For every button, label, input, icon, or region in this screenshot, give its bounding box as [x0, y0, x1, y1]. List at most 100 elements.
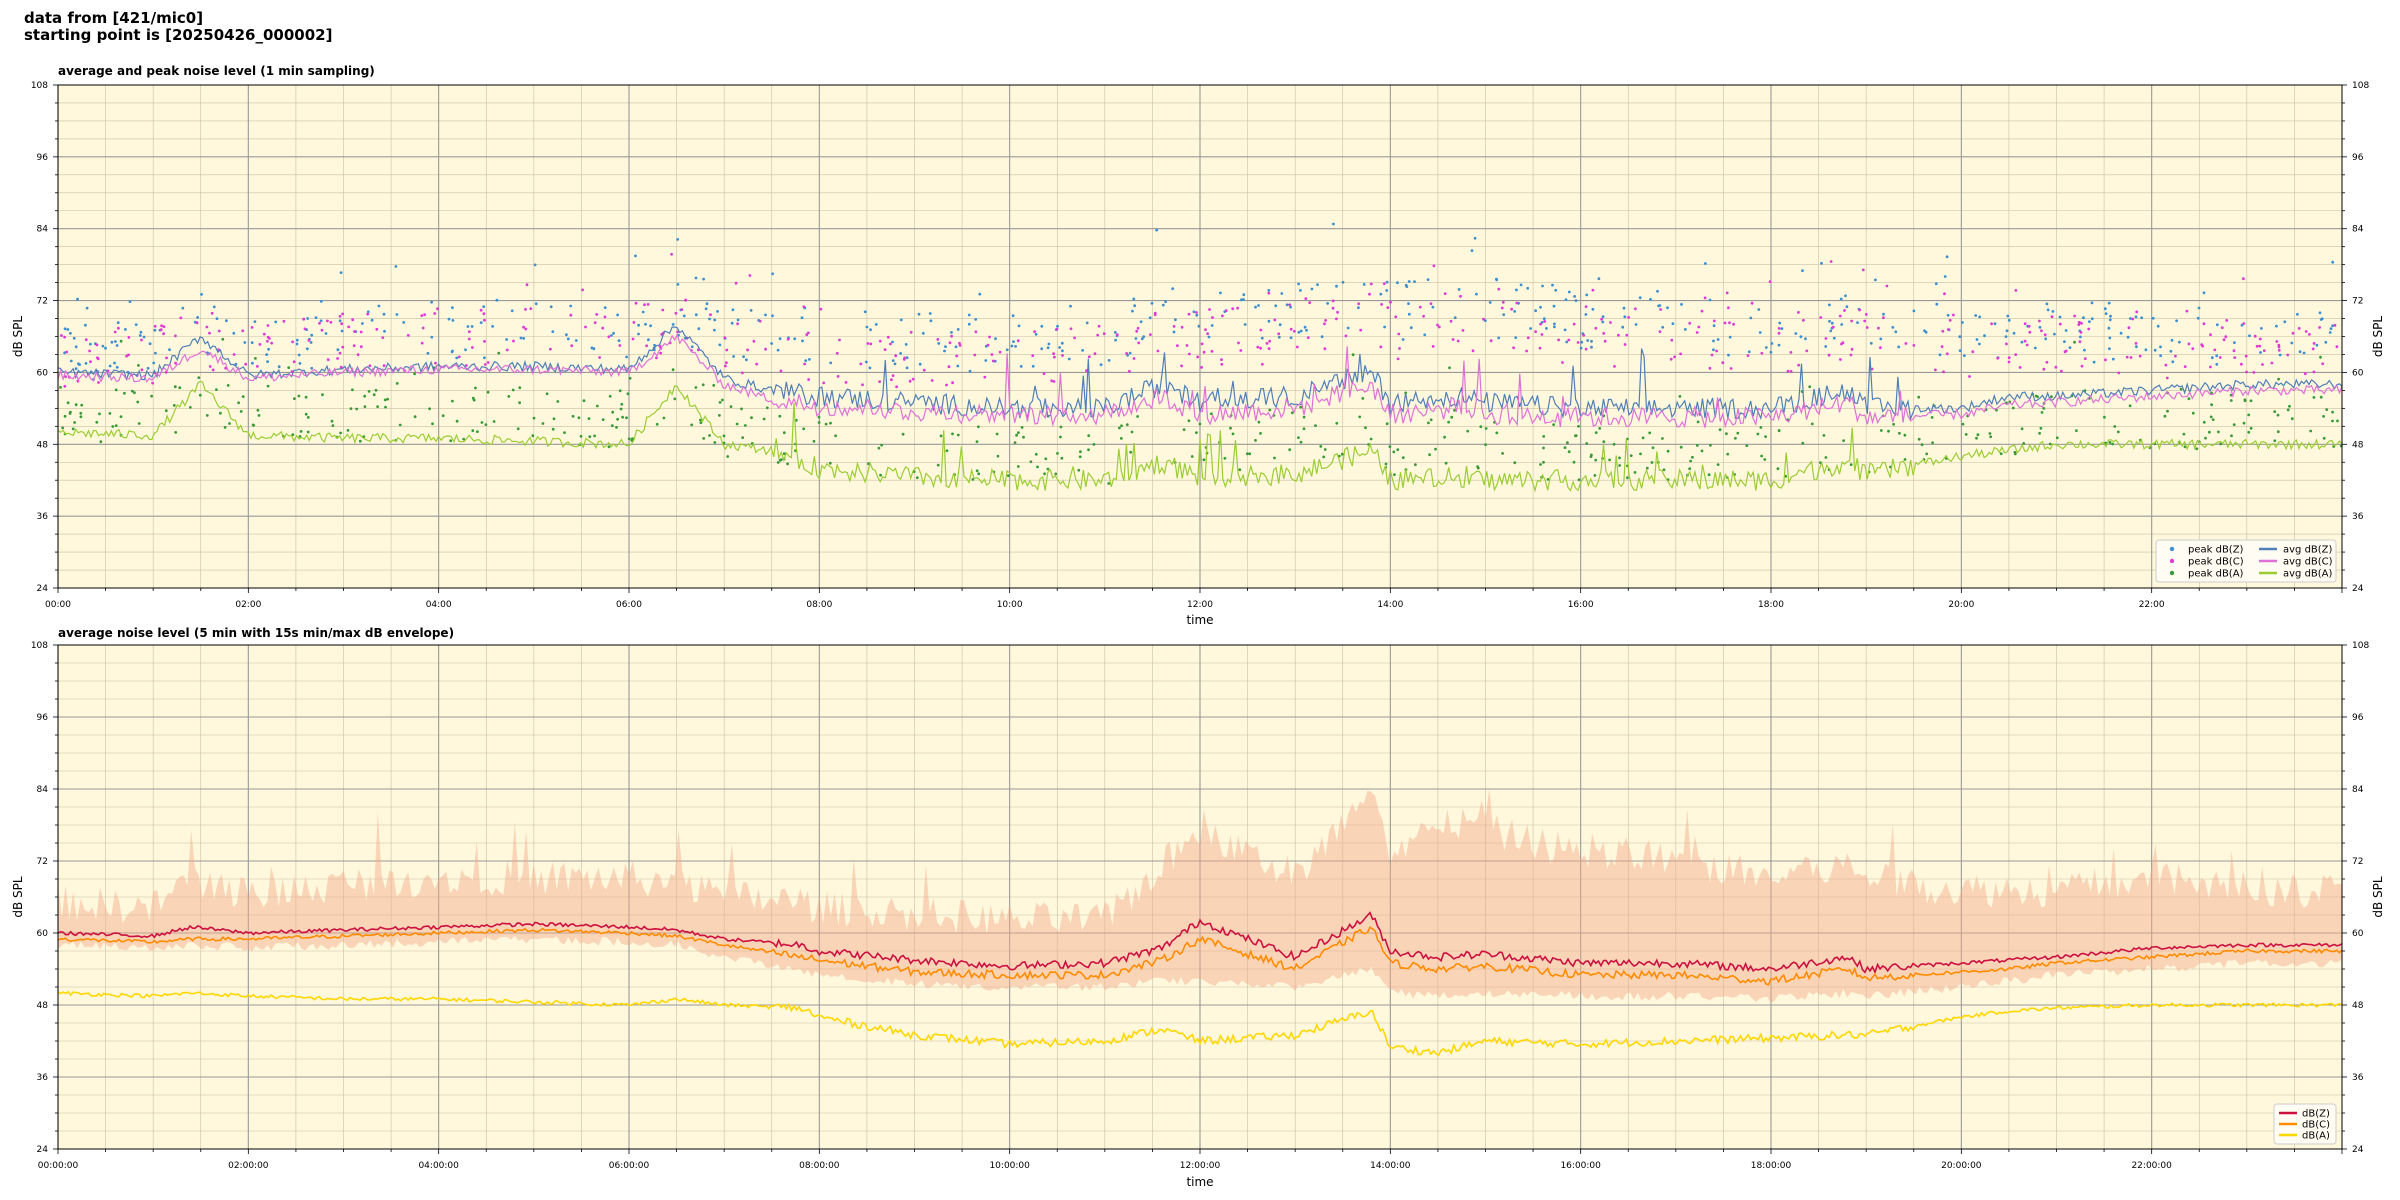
peak-point	[929, 319, 933, 323]
peak-point	[1580, 340, 1584, 344]
peak-point	[812, 439, 816, 443]
peak-point	[1079, 450, 1082, 454]
peak-point	[1132, 297, 1136, 301]
peak-point	[718, 401, 722, 404]
peak-point	[1978, 315, 1982, 319]
y-tick-label-left: 60	[37, 368, 49, 378]
peak-point	[1897, 345, 1901, 349]
peak-point	[457, 355, 461, 359]
peak-point	[786, 462, 789, 466]
peak-point	[1995, 408, 1998, 412]
peak-point	[2006, 314, 2010, 318]
series-line-avg-db-c-	[57, 333, 2343, 429]
peak-point	[1786, 369, 1790, 373]
peak-point	[116, 321, 120, 324]
peak-point	[1190, 455, 1194, 458]
peak-point	[320, 328, 324, 332]
peak-point	[2291, 331, 2295, 335]
peak-point	[1149, 333, 1152, 336]
peak-point	[2174, 354, 2177, 358]
peak-point	[1574, 299, 1578, 302]
peak-point	[298, 362, 302, 365]
peak-point	[406, 334, 410, 337]
peak-point	[2229, 399, 2233, 402]
peak-point	[114, 388, 118, 392]
peak-point	[911, 377, 915, 381]
peak-point	[1777, 429, 1781, 432]
peak-point	[510, 309, 514, 313]
peak-point	[2255, 344, 2259, 348]
peak-point	[1180, 364, 1183, 368]
peak-point	[2260, 327, 2263, 330]
peak-point	[2187, 342, 2191, 346]
y-tick-label-left: 72	[37, 297, 48, 307]
peak-point	[195, 321, 199, 325]
peak-point	[1457, 288, 1461, 291]
peak-point	[2079, 331, 2083, 334]
peak-point	[426, 351, 430, 355]
peak-point	[1299, 329, 1303, 333]
peak-point	[305, 347, 309, 351]
peak-point	[886, 335, 890, 339]
peak-point	[483, 340, 486, 343]
peak-point	[1552, 304, 1556, 308]
peak-point	[778, 337, 782, 341]
peak-point	[740, 407, 743, 411]
peak-point	[1443, 292, 1447, 295]
peak-point	[1299, 405, 1303, 409]
peak-point	[1113, 331, 1117, 334]
peak-point	[531, 434, 535, 438]
peak-point	[1658, 330, 1662, 333]
x-tick-label: 04:00:00	[418, 1161, 459, 1171]
peak-point	[643, 303, 646, 307]
peak-point	[196, 316, 200, 319]
x-tick-label: 20:00	[1948, 600, 1974, 610]
peak-point	[1422, 314, 1425, 318]
peak-point	[2156, 324, 2160, 328]
peak-point	[1600, 317, 1603, 321]
peak-point	[1456, 339, 1460, 343]
peak-point	[1220, 358, 1223, 361]
peak-point	[108, 364, 112, 368]
peak-point	[2319, 355, 2322, 359]
peak-point	[1924, 330, 1928, 334]
peak-point	[1323, 347, 1327, 351]
peak-point	[581, 288, 584, 292]
peak-point	[137, 364, 140, 367]
y-tick-label-right: 84	[2352, 785, 2364, 795]
peak-point	[1594, 326, 1598, 330]
peak-point	[593, 434, 596, 438]
peak-point	[2025, 343, 2029, 347]
peak-point	[2077, 323, 2081, 326]
peak-point	[909, 330, 913, 334]
peak-point	[1943, 275, 1947, 278]
peak-point	[1697, 325, 1701, 329]
peak-point	[1130, 430, 1134, 434]
peak-point	[1047, 342, 1051, 346]
peak-point	[383, 398, 387, 402]
y-tick-label-right: 60	[2352, 929, 2364, 939]
peak-point	[1598, 427, 1602, 430]
peak-point	[1759, 426, 1763, 429]
peak-point	[1804, 337, 1807, 341]
peak-point	[2064, 329, 2068, 332]
peak-point	[2213, 348, 2217, 352]
peak-point	[2134, 315, 2138, 319]
peak-point	[2117, 371, 2121, 375]
peak-point	[708, 434, 711, 437]
peak-point	[1879, 337, 1883, 341]
peak-point	[1824, 345, 1828, 348]
peak-point	[1501, 300, 1505, 304]
peak-point	[891, 374, 895, 377]
peak-point	[571, 414, 575, 418]
peak-point	[339, 431, 342, 435]
peak-point	[1539, 305, 1542, 309]
peak-point	[1828, 303, 1831, 307]
peak-point	[1609, 321, 1612, 324]
peak-point	[1768, 280, 1772, 283]
peak-point	[471, 396, 475, 400]
peak-point	[241, 329, 245, 333]
peak-point	[2211, 418, 2215, 421]
peak-point	[945, 383, 948, 387]
peak-point	[188, 406, 192, 409]
